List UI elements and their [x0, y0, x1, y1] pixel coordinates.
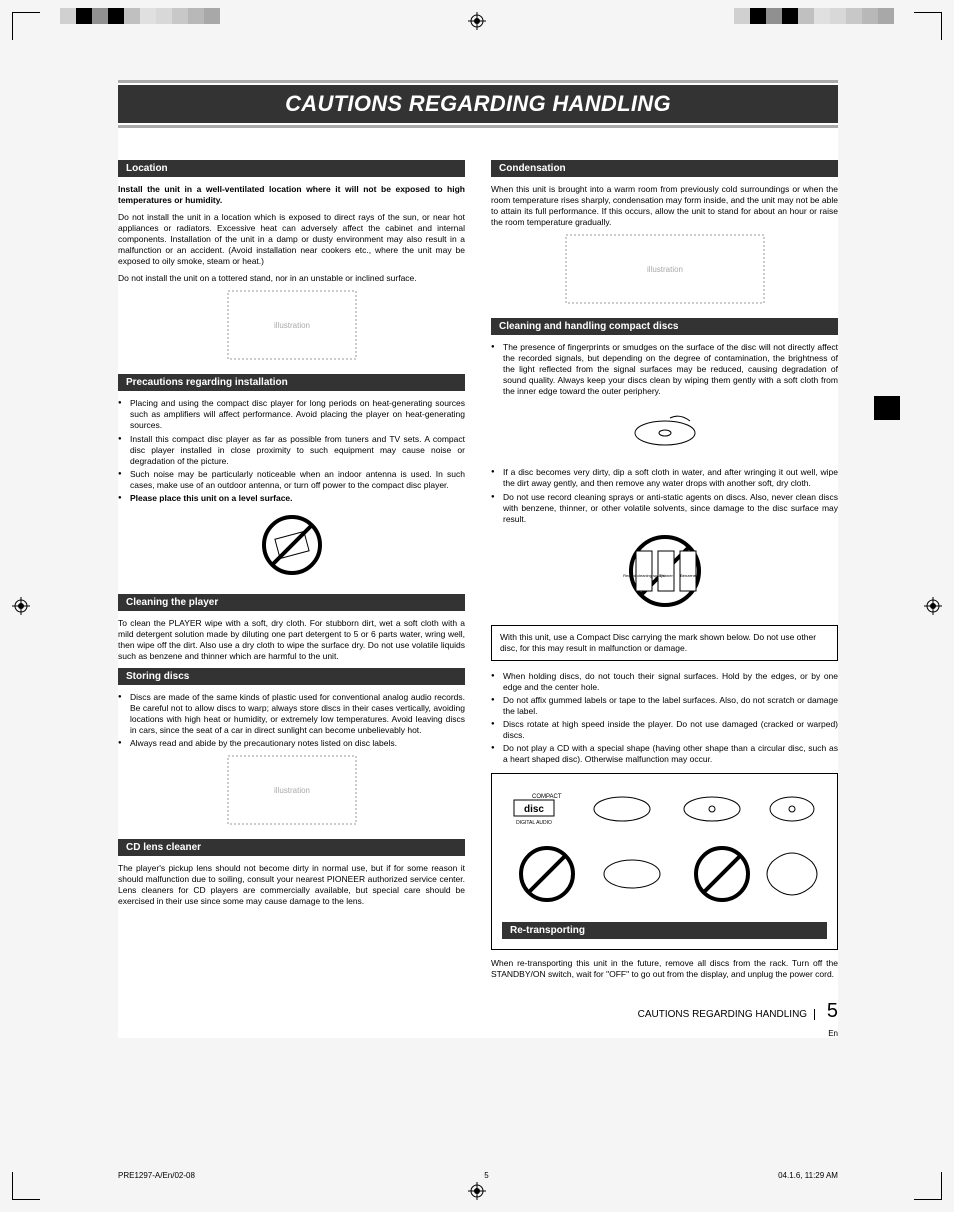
section-retransport: Re-transporting — [502, 922, 827, 939]
section-storing: Storing discs — [118, 668, 465, 685]
meta-doc-id: PRE1297-A/En/02-08 — [118, 1171, 195, 1180]
precautions-list: Placing and using the compact disc playe… — [118, 398, 465, 503]
print-meta-footer: PRE1297-A/En/02-08 5 04.1.6, 11:29 AM — [118, 1171, 838, 1180]
list-item: Always read and abide by the precautiona… — [118, 738, 465, 749]
svg-text:illustration: illustration — [646, 265, 682, 274]
list-item: Such noise may be particularly noticeabl… — [118, 469, 465, 491]
section-lens: CD lens cleaner — [118, 839, 465, 856]
illustration-condensation: illustration — [491, 234, 838, 306]
list-item: Install this compact disc player as far … — [118, 434, 465, 467]
page-footer: CAUTIONS REGARDING HANDLING 5 — [118, 1000, 838, 1023]
left-column: Location Install the unit in a well-vent… — [118, 160, 465, 986]
svg-text:illustration: illustration — [273, 321, 309, 330]
svg-text:Benzene: Benzene — [680, 573, 697, 578]
list-item: Do not use record cleaning sprays or ant… — [491, 492, 838, 525]
location-intro: Install the unit in a well-ventilated lo… — [118, 184, 465, 206]
illustration-location: illustration — [118, 290, 465, 362]
language-mark: En — [118, 1029, 838, 1038]
list-item: Discs are made of the same kinds of plas… — [118, 692, 465, 736]
illustration-no-tilt — [118, 510, 465, 582]
svg-text:DIGITAL AUDIO: DIGITAL AUDIO — [516, 820, 552, 826]
list-item: Do not play a CD with a special shape (h… — [491, 743, 838, 765]
cleaning-discs-list-2: If a disc becomes very dirty, dip a soft… — [491, 467, 838, 524]
section-cleaning-player: Cleaning the player — [118, 594, 465, 611]
svg-text:disc: disc — [524, 804, 544, 815]
svg-text:COMPACT: COMPACT — [532, 794, 562, 800]
registration-mark-top — [468, 12, 486, 30]
section-condensation: Condensation — [491, 160, 838, 177]
color-bar-right — [734, 8, 894, 24]
registration-mark-bottom — [468, 1182, 486, 1200]
meta-sheet: 5 — [484, 1171, 488, 1180]
svg-text:Thinner: Thinner — [659, 573, 673, 578]
lens-para: The player's pickup lens should not beco… — [118, 863, 465, 907]
compact-disc-note: With this unit, use a Compact Disc carry… — [491, 625, 838, 661]
meta-timestamp: 04.1.6, 11:29 AM — [778, 1171, 838, 1180]
disc-handling-diagram: COMPACT disc DIGITAL AUDIO Re-transporti… — [491, 773, 838, 950]
location-para2: Do not install the unit on a tottered st… — [118, 273, 465, 284]
illustration-storing: illustration — [118, 755, 465, 827]
page-title: CAUTIONS REGARDING HANDLING — [118, 85, 838, 123]
section-location: Location — [118, 160, 465, 177]
svg-text:illustration: illustration — [273, 786, 309, 795]
page-content: CAUTIONS REGARDING HANDLING Location Ins… — [118, 80, 838, 1038]
registration-mark-left — [12, 597, 30, 615]
list-item: The presence of fingerprints or smudges … — [491, 342, 838, 397]
side-tab — [874, 396, 900, 420]
list-item: Discs rotate at high speed inside the pl… — [491, 719, 838, 741]
handling-list: When holding discs, do not touch their s… — [491, 671, 838, 765]
crop-mark-bl — [12, 1172, 40, 1200]
page-number: 5 — [827, 1000, 838, 1022]
cleaning-player-para: To clean the PLAYER wipe with a soft, dr… — [118, 618, 465, 662]
list-item: Do not affix gummed labels or tape to th… — [491, 695, 838, 717]
list-item-bold: Please place this unit on a level surfac… — [118, 493, 465, 504]
right-column: Condensation When this unit is brought i… — [491, 160, 838, 986]
section-precautions: Precautions regarding installation — [118, 374, 465, 391]
list-item: If a disc becomes very dirty, dip a soft… — [491, 467, 838, 489]
title-band: CAUTIONS REGARDING HANDLING — [118, 80, 838, 128]
location-para1: Do not install the unit in a location wh… — [118, 212, 465, 267]
retransport-para: When re-transporting this unit in the fu… — [491, 958, 838, 980]
illustration-wipe-disc — [491, 403, 838, 455]
cleaning-discs-list-1: The presence of fingerprints or smudges … — [491, 342, 838, 397]
registration-mark-right — [924, 597, 942, 615]
storing-list: Discs are made of the same kinds of plas… — [118, 692, 465, 749]
crop-mark-tl — [12, 12, 40, 40]
footer-label: CAUTIONS REGARDING HANDLING — [638, 1009, 807, 1020]
crop-mark-tr — [914, 12, 942, 40]
list-item: Placing and using the compact disc playe… — [118, 398, 465, 431]
section-cleaning-discs: Cleaning and handling compact discs — [491, 318, 838, 335]
condensation-para: When this unit is brought into a warm ro… — [491, 184, 838, 228]
list-item: When holding discs, do not touch their s… — [491, 671, 838, 693]
illustration-solvents: Record cleaning sprays Thinner Benzene — [491, 531, 838, 613]
color-bar-left — [60, 8, 220, 24]
crop-mark-br — [914, 1172, 942, 1200]
